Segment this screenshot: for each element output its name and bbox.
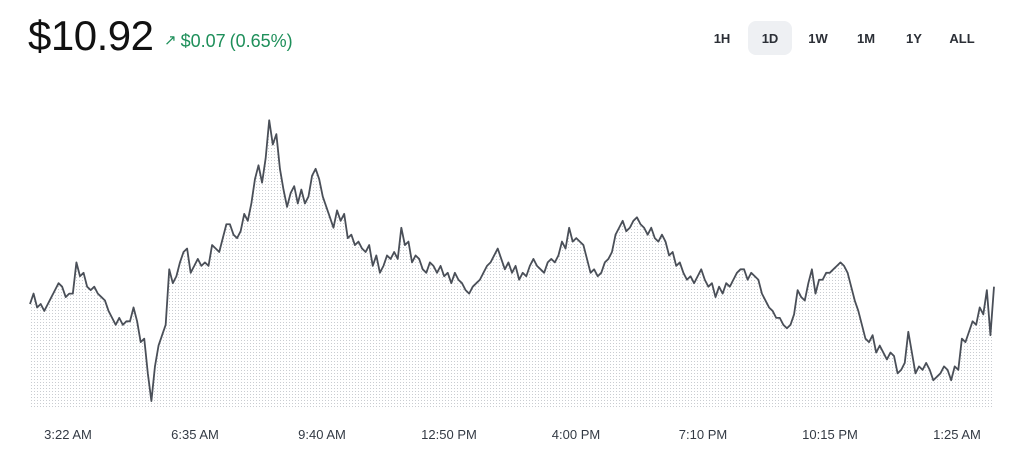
range-all-button[interactable]: ALL [940, 21, 984, 55]
arrow-up-right-icon: ↗ [164, 32, 177, 49]
change-value: $0.07 [180, 31, 226, 51]
x-tick-label: 4:00 PM [552, 427, 600, 442]
current-price: $10.92 [28, 12, 154, 59]
range-1h-button[interactable]: 1H [700, 21, 744, 55]
range-1y-button[interactable]: 1Y [892, 21, 936, 55]
x-tick-label: 12:50 PM [421, 427, 477, 442]
x-tick-label: 10:15 PM [802, 427, 858, 442]
x-tick-label: 6:35 AM [171, 427, 219, 442]
price-area-fill [30, 120, 994, 409]
x-tick-label: 9:40 AM [298, 427, 346, 442]
range-1w-button[interactable]: 1W [796, 21, 840, 55]
change-percent: (0.65%) [229, 31, 293, 51]
price-change: ↗ $0.07 (0.65%) [164, 30, 293, 52]
range-1d-button[interactable]: 1D [748, 21, 792, 55]
x-tick-label: 1:25 AM [933, 427, 981, 442]
x-tick-label: 7:10 PM [679, 427, 727, 442]
time-range-selector: 1H 1D 1W 1M 1Y ALL [700, 21, 984, 55]
range-1m-button[interactable]: 1M [844, 21, 888, 55]
x-tick-label: 3:22 AM [44, 427, 92, 442]
price-line [29, 119, 995, 402]
